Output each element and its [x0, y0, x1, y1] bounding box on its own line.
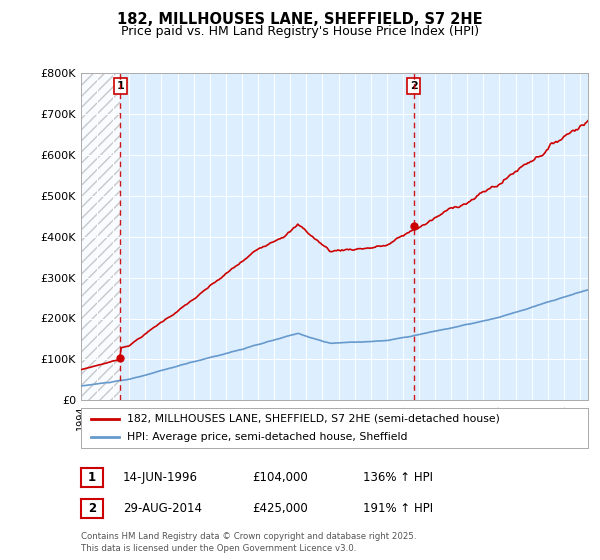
- Text: Contains HM Land Registry data © Crown copyright and database right 2025.
This d: Contains HM Land Registry data © Crown c…: [81, 533, 416, 553]
- Text: 136% ↑ HPI: 136% ↑ HPI: [363, 470, 433, 484]
- Text: 1: 1: [116, 81, 124, 91]
- Text: 29-AUG-2014: 29-AUG-2014: [123, 502, 202, 515]
- Text: £425,000: £425,000: [252, 502, 308, 515]
- Text: 191% ↑ HPI: 191% ↑ HPI: [363, 502, 433, 515]
- Text: 182, MILLHOUSES LANE, SHEFFIELD, S7 2HE (semi-detached house): 182, MILLHOUSES LANE, SHEFFIELD, S7 2HE …: [127, 414, 500, 423]
- Text: 182, MILLHOUSES LANE, SHEFFIELD, S7 2HE: 182, MILLHOUSES LANE, SHEFFIELD, S7 2HE: [117, 12, 483, 27]
- Text: 1: 1: [88, 470, 96, 484]
- Text: 2: 2: [410, 81, 418, 91]
- Text: 14-JUN-1996: 14-JUN-1996: [123, 470, 198, 484]
- Text: £104,000: £104,000: [252, 470, 308, 484]
- Text: 2: 2: [88, 502, 96, 515]
- Text: HPI: Average price, semi-detached house, Sheffield: HPI: Average price, semi-detached house,…: [127, 432, 407, 442]
- Text: Price paid vs. HM Land Registry's House Price Index (HPI): Price paid vs. HM Land Registry's House …: [121, 25, 479, 38]
